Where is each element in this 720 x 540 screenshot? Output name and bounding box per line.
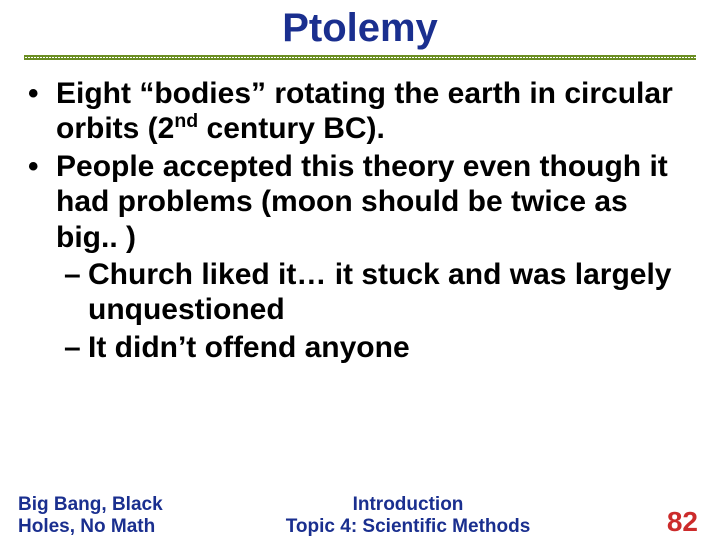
sub-bullet-text: Church liked it… it stuck and was largel… (88, 257, 692, 328)
bullet-item: • Eight “bodies” rotating the earth in c… (28, 76, 692, 147)
bullet-text: Eight “bodies” rotating the earth in cir… (56, 76, 692, 147)
bullet-item: • People accepted this theory even thoug… (28, 149, 692, 255)
sub-bullet-marker: – (64, 330, 88, 365)
slide-title: Ptolemy (0, 0, 720, 55)
sub-bullet-marker: – (64, 257, 88, 328)
footer-left-line2: Holes, No Math (18, 516, 198, 538)
footer-center-line1: Introduction (198, 494, 618, 516)
sub-bullet-item: – It didn’t offend anyone (64, 330, 692, 365)
slide-footer: Big Bang, Black Holes, No Math Introduct… (0, 494, 720, 538)
footer-center-line2: Topic 4: Scientific Methods (198, 516, 618, 538)
bullet-marker: • (28, 76, 56, 147)
sub-bullet-item: – Church liked it… it stuck and was larg… (64, 257, 692, 328)
bullet-text: People accepted this theory even though … (56, 149, 692, 255)
title-text: Ptolemy (282, 6, 438, 50)
sub-bullet-text: It didn’t offend anyone (88, 330, 692, 365)
footer-left: Big Bang, Black Holes, No Math (18, 494, 198, 538)
bullet-superscript: nd (174, 110, 198, 132)
footer-center: Introduction Topic 4: Scientific Methods (198, 494, 618, 538)
bullet-text-pre: People accepted this theory even though … (56, 150, 668, 254)
footer-left-line1: Big Bang, Black (18, 494, 198, 516)
slide-body: • Eight “bodies” rotating the earth in c… (0, 60, 720, 365)
footer-page-number: 82 (618, 506, 698, 538)
bullet-marker: • (28, 149, 56, 255)
bullet-text-post: century BC). (198, 112, 385, 145)
